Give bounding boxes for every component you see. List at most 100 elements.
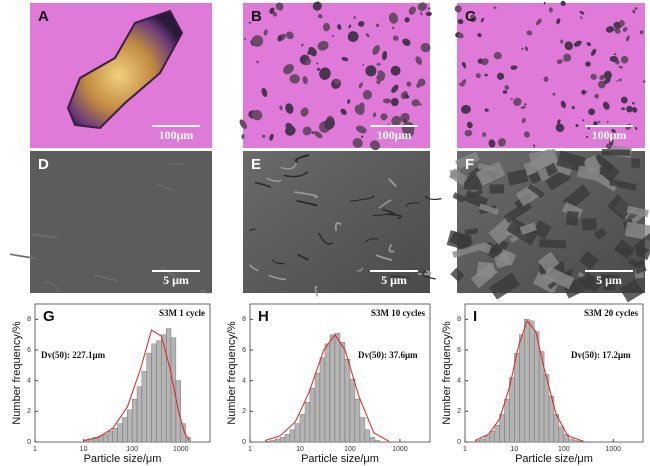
particle: [557, 119, 561, 125]
particle: [261, 87, 268, 98]
x-axis-label: Particle size/μm: [515, 453, 593, 465]
particle: [317, 40, 329, 51]
bar: [180, 423, 186, 443]
particle: [603, 77, 611, 85]
x-axis-label: Particle size/μm: [84, 453, 162, 465]
particle: [603, 70, 612, 80]
particle: [332, 34, 334, 38]
fit-curve: [83, 329, 190, 441]
x-tick-label: 1000: [392, 446, 408, 453]
flake: [532, 271, 560, 294]
particle: [277, 34, 283, 42]
micrograph: [457, 3, 645, 148]
particle: [315, 62, 319, 65]
particle: [365, 33, 370, 38]
x-tick-label: 1: [463, 446, 467, 453]
annotation: Dv(50): 37.6μm: [358, 350, 418, 360]
flake: [452, 243, 483, 258]
particle: [563, 58, 567, 62]
ridge: [44, 281, 61, 292]
particle: [251, 35, 264, 47]
flake: [550, 158, 574, 176]
ridge: [314, 285, 319, 297]
particle: [302, 76, 308, 85]
particle: [370, 140, 381, 151]
bar: [349, 378, 356, 443]
flake: [593, 227, 607, 240]
y-tick-label: 8: [457, 316, 461, 323]
particle: [602, 101, 610, 110]
particle: [458, 83, 461, 86]
y-tick-label: 4: [27, 378, 31, 385]
ridge: [169, 163, 184, 166]
panel-label: I: [473, 308, 477, 325]
flake: [503, 200, 533, 224]
particle: [564, 41, 573, 51]
flake: [626, 205, 649, 218]
particle: [581, 89, 587, 95]
particle: [420, 42, 431, 53]
particle: [620, 96, 628, 104]
particle: [357, 21, 365, 27]
particle: [241, 134, 245, 139]
panel-label: B: [251, 8, 262, 25]
ridge: [249, 228, 257, 232]
particle: [401, 121, 415, 134]
particle: [375, 23, 380, 28]
x-tick-label: 1: [33, 446, 37, 453]
particle: [543, 1, 546, 5]
bar: [474, 440, 481, 443]
particle: [283, 63, 294, 75]
particle: [480, 17, 485, 23]
particle: [594, 93, 599, 99]
particle: [556, 18, 561, 25]
bar: [374, 440, 381, 443]
bar: [112, 428, 118, 443]
particle: [543, 76, 549, 82]
bar: [319, 357, 326, 443]
bar: [127, 409, 133, 443]
particle: [477, 58, 484, 64]
particle: [261, 134, 266, 138]
particle: [380, 113, 388, 121]
particle: [391, 84, 399, 93]
particle: [521, 117, 526, 124]
particle: [560, 0, 566, 7]
particle: [556, 59, 563, 65]
flake: [543, 266, 575, 290]
particle: [526, 30, 533, 36]
scale-bar-label: 100μm: [377, 128, 412, 142]
particle: [552, 92, 556, 96]
particle: [461, 104, 471, 114]
particle: [382, 98, 392, 104]
particle: [341, 56, 349, 62]
particle: [392, 35, 399, 41]
particle: [586, 90, 588, 93]
flake: [449, 231, 474, 252]
x-tick-label: 1000: [605, 446, 621, 453]
particle: [481, 58, 489, 66]
y-tick-label: 8: [27, 316, 31, 323]
y-tick-label: 0: [242, 439, 246, 446]
ridge: [388, 243, 395, 253]
ridge: [356, 267, 364, 272]
particle: [493, 51, 502, 60]
flake: [597, 160, 620, 183]
particle: [605, 26, 615, 33]
y-tick-label: 6: [457, 347, 461, 354]
particle: [642, 80, 646, 83]
bar: [499, 414, 505, 443]
flake: [468, 167, 481, 180]
flake: [565, 210, 579, 226]
flake: [452, 192, 466, 203]
particle: [462, 62, 467, 69]
flake: [468, 189, 484, 199]
flake: [596, 174, 619, 192]
bar: [117, 423, 123, 443]
bar: [529, 320, 535, 443]
particle: [376, 73, 385, 82]
y-axis-label: Number frequency/%: [441, 321, 453, 425]
particle: [304, 58, 312, 66]
particle: [484, 108, 489, 112]
particle: [598, 120, 601, 124]
